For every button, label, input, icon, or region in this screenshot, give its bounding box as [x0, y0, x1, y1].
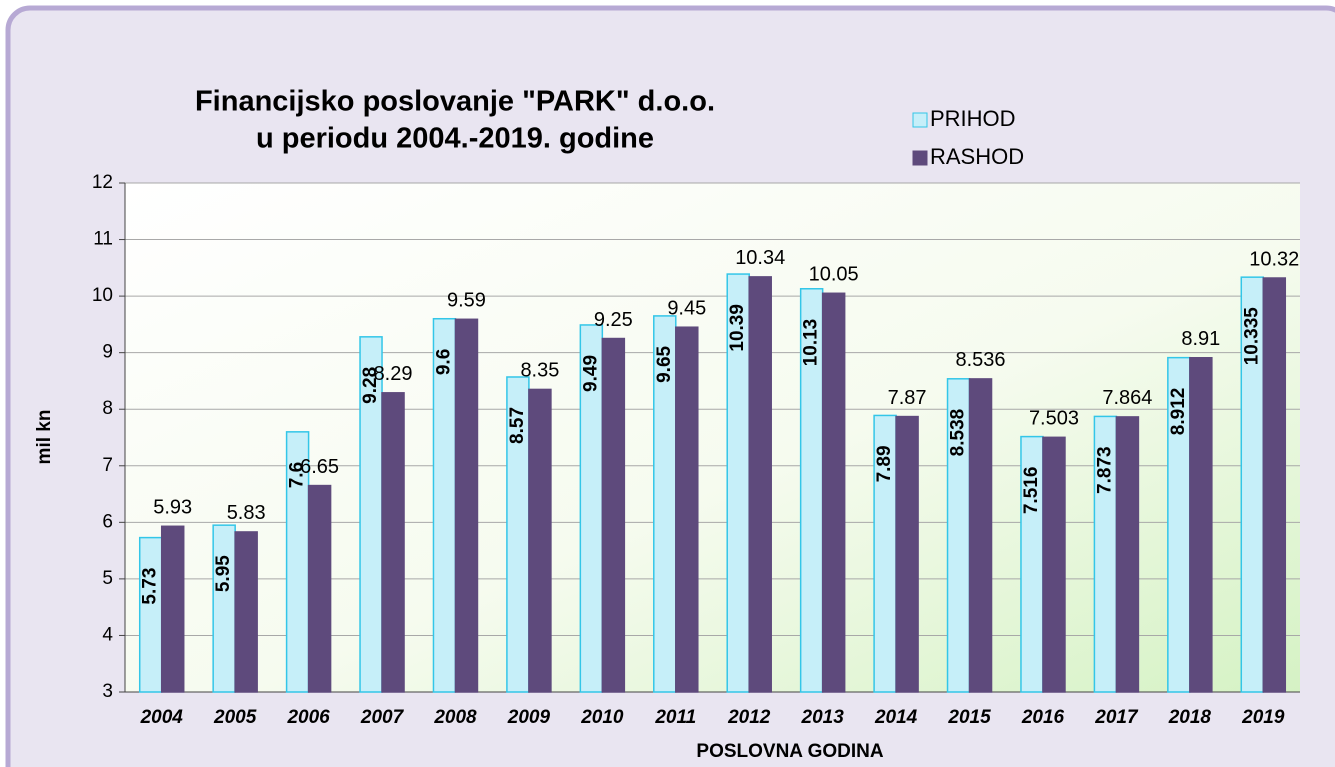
data-label: 5.93	[153, 497, 192, 519]
data-label: 10.34	[735, 247, 785, 269]
x-tick-label: 2005	[213, 707, 257, 728]
bar	[1262, 277, 1287, 693]
bar	[1115, 416, 1140, 693]
bar	[138, 536, 163, 693]
data-label: 8.538	[948, 409, 969, 457]
data-label: 5.73	[140, 568, 161, 605]
x-tick-label: 2019	[1241, 707, 1285, 728]
data-label: 9.65	[654, 345, 675, 382]
legend-label: RASHOD	[930, 144, 1024, 169]
x-tick-label: 2008	[433, 707, 477, 728]
chart-title: Financijsko poslovanje "PARK" d.o.o.	[195, 86, 715, 118]
data-label: 5.95	[213, 555, 234, 592]
data-label: 9.25	[594, 309, 633, 331]
x-tick-label: 2012	[727, 707, 771, 728]
data-label: 7.503	[1029, 408, 1079, 430]
data-label: 9.49	[580, 355, 601, 392]
bar	[381, 392, 405, 693]
y-tick-label: 12	[92, 172, 113, 193]
x-tick-label: 2017	[1094, 707, 1139, 728]
x-tick-label: 2004	[140, 707, 184, 728]
data-label: 10.335	[1241, 307, 1262, 366]
data-label: 9.28	[360, 367, 381, 404]
y-tick-label: 9	[102, 342, 113, 363]
y-tick-label: 11	[93, 229, 113, 250]
x-tick-label: 2015	[947, 707, 991, 728]
x-tick-label: 2007	[360, 707, 405, 728]
bar	[234, 531, 258, 693]
data-label: 7.87	[888, 387, 927, 409]
bar	[968, 378, 993, 693]
data-label: 8.536	[956, 349, 1006, 371]
y-tick-label: 10	[92, 285, 113, 306]
y-tick-label: 7	[102, 455, 113, 476]
y-tick-label: 5	[102, 568, 113, 589]
legend-swatch	[912, 150, 928, 166]
data-label: 8.29	[374, 363, 413, 385]
bar	[601, 337, 626, 693]
data-label: 5.83	[227, 502, 266, 524]
legend-label: PRIHOD	[930, 106, 1016, 131]
chart-title: u periodu 2004.-2019. godine	[256, 123, 654, 155]
bar	[307, 484, 332, 693]
data-label: 10.39	[727, 304, 748, 352]
data-label: 8.91	[1181, 328, 1220, 350]
data-label: 7.89	[874, 445, 895, 482]
data-label: 9.6	[433, 349, 454, 375]
data-label: 10.05	[809, 264, 859, 286]
x-axis-label: POSLOVNA GODINA	[696, 741, 883, 762]
bar	[454, 318, 479, 693]
x-tick-label: 2006	[286, 707, 330, 728]
data-label: 8.57	[507, 407, 528, 444]
y-tick-label: 3	[102, 681, 113, 702]
bar	[748, 276, 772, 693]
x-tick-label: 2009	[507, 707, 551, 728]
y-tick-label: 8	[102, 398, 113, 419]
data-label: 7.516	[1021, 467, 1042, 515]
x-tick-label: 2014	[874, 707, 918, 728]
x-tick-label: 2016	[1021, 707, 1065, 728]
x-tick-label: 2010	[580, 707, 624, 728]
bar	[212, 524, 236, 693]
bar	[160, 525, 185, 693]
y-tick-label: 6	[102, 511, 113, 532]
x-tick-label: 2018	[1168, 707, 1212, 728]
data-label: 10.32	[1249, 248, 1299, 270]
data-label: 7.6	[287, 462, 308, 488]
data-label: 9.59	[447, 290, 486, 312]
data-label: 8.35	[520, 360, 559, 382]
bar	[895, 415, 919, 693]
x-tick-label: 2011	[654, 707, 696, 728]
x-tick-label: 2013	[801, 707, 845, 728]
data-label: 6.65	[300, 456, 339, 478]
legend-swatch	[912, 112, 928, 128]
data-label: 7.864	[1102, 387, 1152, 409]
data-label: 10.13	[801, 319, 822, 367]
y-axis-label: mil kn	[34, 410, 55, 465]
data-label: 8.912	[1168, 388, 1189, 436]
bar	[528, 388, 552, 693]
data-label: 9.45	[667, 297, 706, 319]
bar	[1189, 357, 1213, 693]
bar	[1042, 436, 1066, 693]
bar	[675, 326, 699, 693]
y-tick-label: 4	[102, 624, 113, 645]
data-label: 7.873	[1094, 446, 1115, 494]
bar	[821, 292, 846, 693]
